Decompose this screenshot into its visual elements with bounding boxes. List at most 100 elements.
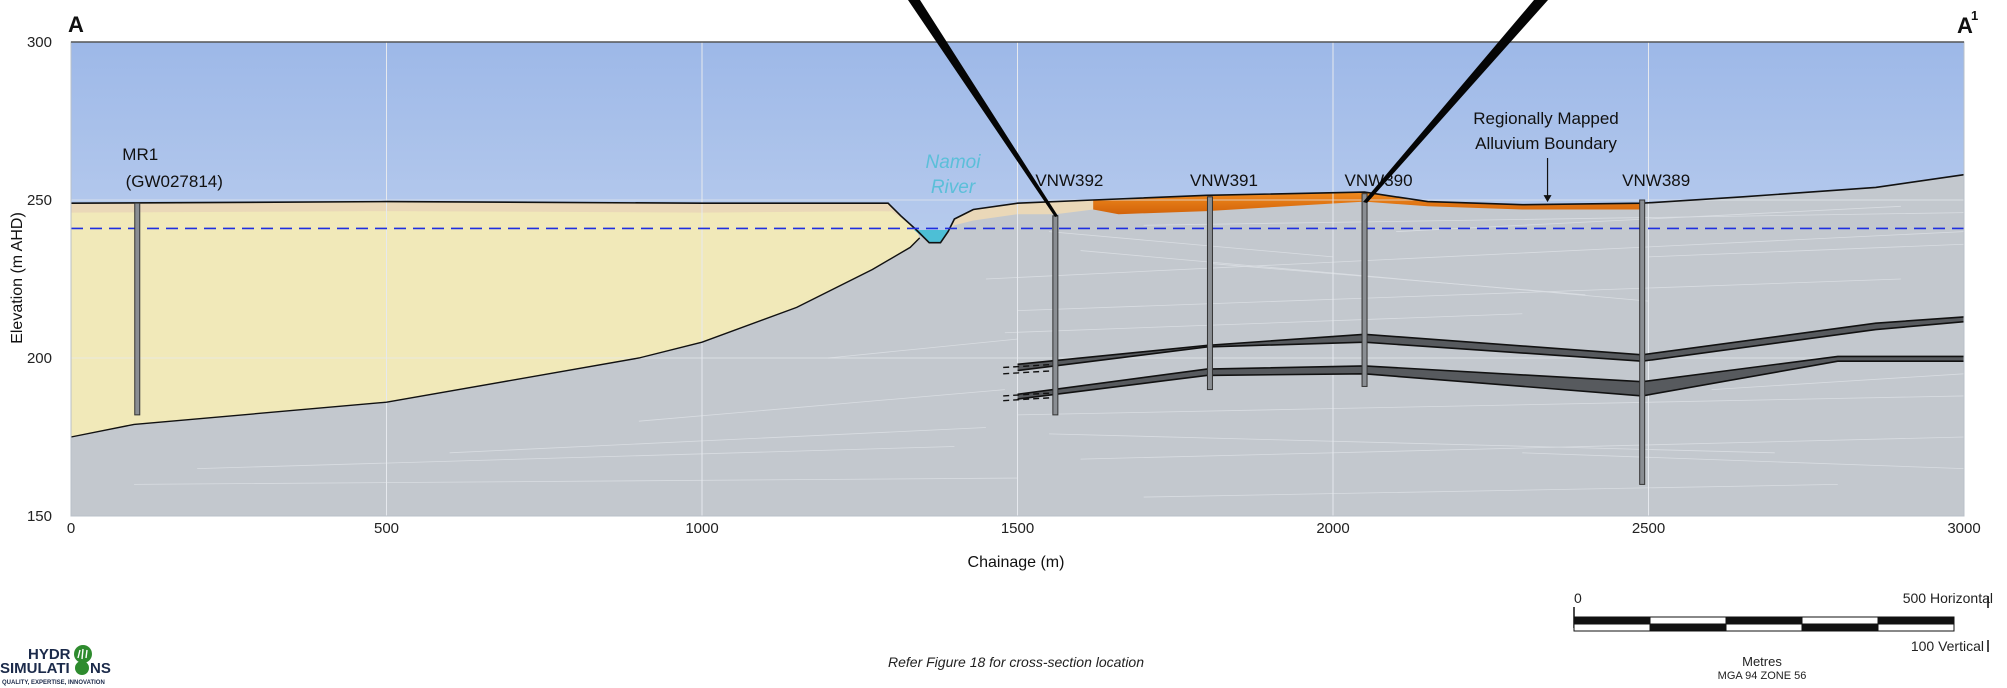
x-axis-title: Chainage (m) <box>968 554 1065 571</box>
hydro-simulations-logo: HYDR SIMULATI NS QUALITY, EXPERTISE, INN… <box>0 645 111 686</box>
texture-line <box>985 231 1965 280</box>
texture-line <box>1080 436 1965 460</box>
texture-line <box>1017 395 1965 416</box>
seam-edge-line <box>1017 355 1964 396</box>
scale-vertical-label: 100 Vertical <box>1911 638 1984 654</box>
x-tick-label: 1000 <box>685 520 718 537</box>
texture-line <box>134 477 1018 485</box>
scale-zero-label: 0 <box>1574 590 1582 606</box>
namoi-river-water <box>914 230 950 243</box>
scale-block-top <box>1801 616 1879 625</box>
scale-block-top <box>1573 616 1651 625</box>
x-tick-label: 2000 <box>1316 520 1349 537</box>
figure-reference-note: Refer Figure 18 for cross-section locati… <box>888 654 1144 670</box>
section-wedge-right <box>1363 0 1548 203</box>
bore-label: VNW389 <box>1622 171 1690 190</box>
texture-line <box>197 446 955 469</box>
scale-block-top <box>1725 616 1803 625</box>
bore-label: VNW392 <box>1035 171 1103 190</box>
x-tick-label: 500 <box>374 520 399 537</box>
plot-area: MR1 (GW027814) VNW392 VNW391 VNW390 VNW389 <box>70 41 1965 517</box>
projection-label: MGA 94 ZONE 56 <box>1718 670 1807 682</box>
texture-line <box>1711 373 1965 390</box>
y-axis-title: Elevation (m AHD) <box>9 212 26 344</box>
scale-block-bottom <box>1649 623 1727 632</box>
x-tick-label: 2500 <box>1632 520 1665 537</box>
logo-line2: SIMULATI <box>0 660 70 677</box>
surface-soil-unit <box>71 201 908 223</box>
y-tick-label: 200 <box>27 350 52 367</box>
section-wedge-left <box>908 0 1058 217</box>
texture-line <box>449 427 986 454</box>
bore-casing <box>1052 215 1059 416</box>
bore-holes: MR1 (GW027814) VNW392 VNW391 VNW390 VNW389 <box>122 145 1690 485</box>
logo-globe-lines <box>77 648 88 660</box>
river-label-line2: River <box>931 177 976 198</box>
texture-line <box>828 338 1018 359</box>
texture-line <box>1143 212 1965 226</box>
texture-line <box>1017 278 1901 311</box>
seam-edge-line <box>1017 320 1965 372</box>
scale-block-bottom <box>1801 623 1879 632</box>
ground-surface-line <box>70 173 1965 244</box>
scale-horizontal-label: 500 Horizontal <box>1903 590 1993 606</box>
scale-bar-blocks <box>1573 616 1955 632</box>
x-tick-label: 1500 <box>1001 520 1034 537</box>
alluvium-base-line <box>70 237 921 438</box>
scale-units-label: Metres <box>1742 654 1782 669</box>
section-end-label: A <box>1957 13 1973 38</box>
alluvium-boundary-annotation: Regionally Mapped Alluvium Boundary <box>1473 109 1619 203</box>
bore-label: VNW391 <box>1190 171 1258 190</box>
x-tick-label: 3000 <box>1947 520 1980 537</box>
bore-label: MR1 <box>122 145 158 164</box>
texture-line <box>1648 243 1965 258</box>
scale-block-bottom <box>1573 623 1651 632</box>
seam-inferred-line <box>1003 363 1056 369</box>
seam-edge-line <box>1017 316 1965 366</box>
y-tick-label: 300 <box>27 34 52 51</box>
bore-casing <box>1639 199 1646 485</box>
bore-label: VNW390 <box>1345 171 1413 190</box>
texture-line <box>638 389 1005 422</box>
annotation-line2: Alluvium Boundary <box>1475 134 1617 153</box>
section-start-label: A <box>68 12 84 37</box>
texture-line <box>1049 433 1775 454</box>
bore-sublabel: (GW027814) <box>126 172 223 191</box>
y-tick-label: 150 <box>27 508 52 525</box>
logo-tagline: QUALITY, EXPERTISE, INNOVATION <box>2 680 105 686</box>
texture-line <box>1522 452 1965 469</box>
annotation-arrow-head <box>1543 195 1552 203</box>
section-end-superscript: 1 <box>1971 8 1978 23</box>
bedrock-texture-lines <box>134 205 1965 498</box>
scale-block-bottom <box>1877 623 1955 632</box>
scale-block-top <box>1649 616 1727 625</box>
texture-line <box>1004 313 1523 334</box>
annotation-line1: Regionally Mapped <box>1473 109 1619 128</box>
texture-line <box>1143 484 1838 498</box>
x-tick-label: 0 <box>67 520 75 537</box>
bore-casing <box>134 202 141 416</box>
orange-clay-unit <box>1093 192 1643 215</box>
seam-edges <box>1003 316 1965 402</box>
scale-block-top <box>1877 616 1955 625</box>
logo-line3: NS <box>90 660 111 677</box>
alluvium-unit <box>71 201 920 437</box>
middle-seam <box>1017 356 1964 400</box>
bore-casing <box>1361 193 1368 387</box>
seam-inferred-line <box>1003 369 1056 375</box>
scale-block-bottom <box>1725 623 1803 632</box>
seam-inferred-line <box>1003 396 1056 402</box>
texture-line <box>1049 231 1334 258</box>
logo-line1: HYDR <box>28 646 71 663</box>
grid-lines <box>71 42 1964 516</box>
y-axis-ticks: 300 250 200 150 <box>27 34 52 525</box>
x-axis-ticks: 0 500 1000 1500 2000 2500 3000 <box>67 520 1981 537</box>
scale-bar: 0 500 Horizontal 100 Vertical Metres MGA… <box>1573 590 1993 682</box>
seam-edge-line <box>1017 360 1964 400</box>
y-tick-label: 250 <box>27 192 52 209</box>
seam-inferred-line <box>1003 392 1056 397</box>
texture-line <box>1206 262 1586 296</box>
logo-o-icon <box>75 661 89 675</box>
bore-casing <box>1206 196 1213 391</box>
